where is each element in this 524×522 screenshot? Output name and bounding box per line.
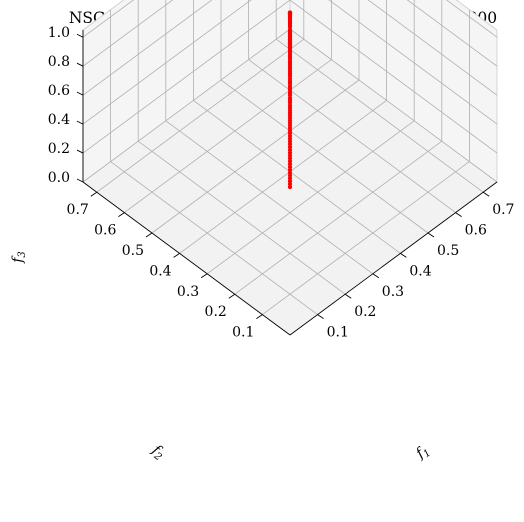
y-axis-label-subscript: 2: [151, 450, 164, 463]
y-tick-label: 0.1: [232, 325, 254, 341]
x-tick: [318, 315, 324, 319]
y-tick-label: 0.6: [94, 223, 116, 239]
z-axis-label: f3: [10, 251, 28, 264]
z-tick-label: 0.4: [48, 112, 70, 128]
data-points: [288, 10, 292, 189]
y-tick: [229, 294, 235, 298]
y-tick-label: 0.3: [177, 284, 199, 300]
x-tick: [400, 253, 406, 257]
x-tick-label: 0.6: [465, 223, 487, 239]
z-tick: [77, 92, 83, 95]
y-axis-label: f2: [147, 441, 168, 463]
y-tick: [118, 213, 124, 217]
x-axis-label-subscript: 1: [421, 448, 433, 461]
z-tick-label: 0.0: [48, 170, 70, 186]
x-tick: [345, 294, 351, 298]
z-tick-label: 0.8: [48, 54, 70, 70]
x-tick: [373, 274, 379, 278]
y-tick: [91, 192, 97, 196]
z-tick: [77, 34, 83, 37]
y-tick-label: 0.5: [122, 243, 144, 259]
y-tick: [201, 274, 207, 278]
y-tick-label: 0.4: [149, 263, 171, 279]
z-tick: [77, 63, 83, 66]
y-tick: [174, 253, 180, 257]
y-tick: [146, 233, 152, 237]
z-tick-label: 0.6: [48, 83, 70, 99]
z-tick-label: 1.0: [48, 25, 70, 41]
x-axis-label: f1: [412, 442, 433, 464]
x-tick-label: 0.5: [437, 243, 459, 259]
x-tick: [456, 213, 462, 217]
z-tick: [77, 179, 83, 182]
z-tick-label: 0.2: [48, 141, 70, 157]
y-tick-label: 0.7: [67, 202, 89, 218]
x-tick-label: 0.7: [492, 202, 514, 218]
data-point: [288, 185, 292, 189]
x-tick-label: 0.2: [354, 304, 376, 320]
x-tick: [483, 192, 489, 196]
y-tick: [256, 315, 262, 319]
y-tick-label: 0.2: [205, 304, 227, 320]
x-tick-label: 0.3: [382, 284, 404, 300]
x-tick-label: 0.1: [327, 325, 349, 341]
z-tick: [77, 150, 83, 153]
x-tick: [428, 233, 434, 237]
x-tick-label: 0.4: [409, 263, 431, 279]
z-axis-label-subscript: 3: [17, 251, 28, 257]
z-tick: [77, 121, 83, 124]
